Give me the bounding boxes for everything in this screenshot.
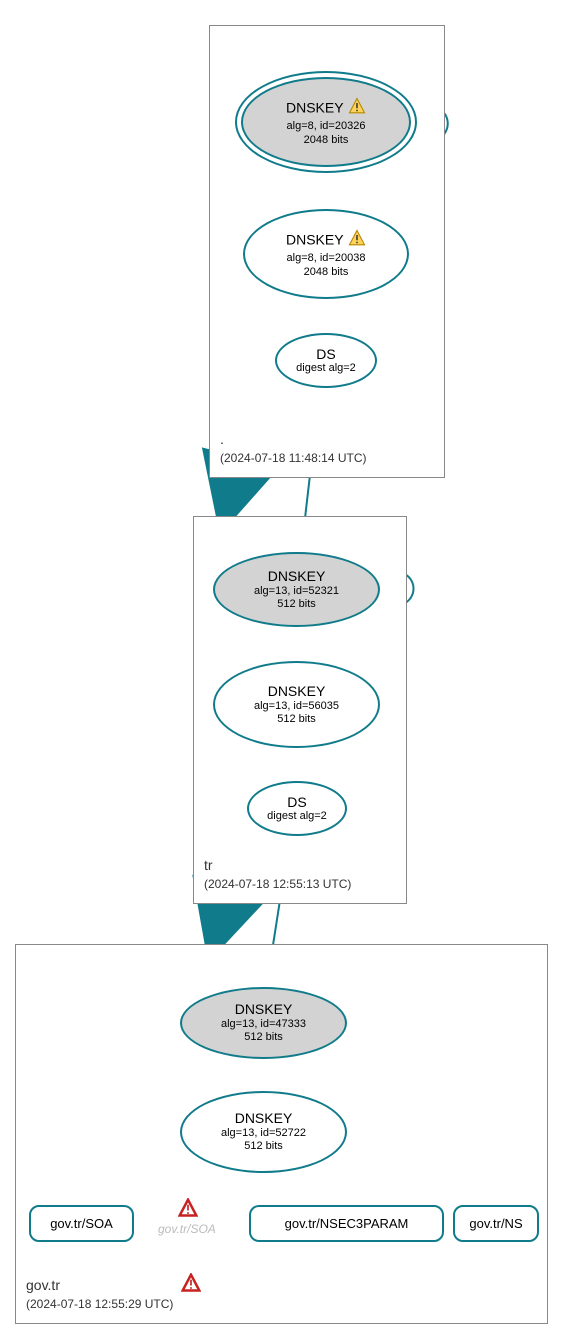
zone-root-timestamp: (2024-07-18 11:48:14 UTC) bbox=[220, 451, 367, 465]
node-tr-ds: DS digest alg=2 bbox=[247, 781, 347, 836]
node-root-ksk: DNSKEY alg=8, id=20326 2048 bits bbox=[241, 77, 411, 167]
node-govtr-ksk: DNSKEY alg=13, id=47333 512 bits bbox=[180, 987, 347, 1059]
zone-govtr-label: gov.tr bbox=[26, 1277, 60, 1293]
edge-tr-zone-to-govtr-zone bbox=[217, 905, 225, 932]
ghost-govtr-soa: gov.tr/SOA bbox=[158, 1222, 216, 1236]
node-govtr-ksk-title: DNSKEY bbox=[235, 1001, 293, 1018]
zone-tr-timestamp: (2024-07-18 12:55:13 UTC) bbox=[204, 877, 351, 891]
node-root-ds-sub: digest alg=2 bbox=[296, 362, 356, 375]
node-govtr-zsk-sub2: 512 bits bbox=[244, 1140, 283, 1153]
node-tr-ksk-title: DNSKEY bbox=[268, 568, 326, 585]
node-govtr-ksk-sub: alg=13, id=47333 bbox=[221, 1018, 306, 1031]
node-govtr-ns: gov.tr/NS bbox=[453, 1205, 539, 1242]
node-tr-ds-title: DS bbox=[287, 794, 306, 811]
node-govtr-zsk-title: DNSKEY bbox=[235, 1110, 293, 1127]
node-govtr-zsk: DNSKEY alg=13, id=52722 512 bits bbox=[180, 1091, 347, 1173]
edge-root-zone-to-tr-zone bbox=[228, 478, 235, 504]
node-tr-ksk: DNSKEY alg=13, id=52321 512 bits bbox=[213, 552, 380, 627]
node-root-ksk-sub: alg=8, id=20326 bbox=[287, 120, 366, 133]
node-tr-ksk-sub: alg=13, id=52321 bbox=[254, 585, 339, 598]
zone-tr-label: tr bbox=[204, 857, 213, 873]
warning-icon bbox=[178, 1198, 198, 1223]
zone-root-label: . bbox=[220, 431, 224, 447]
node-govtr-ksk-sub2: 512 bits bbox=[244, 1031, 283, 1044]
node-govtr-soa-label: gov.tr/SOA bbox=[50, 1216, 113, 1232]
node-root-zsk-title: DNSKEY bbox=[286, 232, 344, 248]
node-govtr-soa: gov.tr/SOA bbox=[29, 1205, 134, 1242]
zone-govtr-timestamp: (2024-07-18 12:55:29 UTC) bbox=[26, 1297, 173, 1311]
node-govtr-zsk-sub: alg=13, id=52722 bbox=[221, 1127, 306, 1140]
node-root-zsk: DNSKEY alg=8, id=20038 2048 bits bbox=[243, 209, 409, 299]
node-root-zsk-sub2: 2048 bits bbox=[304, 266, 349, 279]
node-root-ds-title: DS bbox=[316, 346, 335, 363]
node-govtr-ns-label: gov.tr/NS bbox=[469, 1216, 522, 1232]
node-root-zsk-sub: alg=8, id=20038 bbox=[287, 252, 366, 265]
node-root-ksk-sub2: 2048 bits bbox=[304, 134, 349, 147]
node-root-ds: DS digest alg=2 bbox=[275, 333, 377, 388]
node-tr-zsk-sub: alg=13, id=56035 bbox=[254, 700, 339, 713]
warning-icon bbox=[348, 97, 366, 120]
node-tr-ksk-sub2: 512 bits bbox=[277, 598, 316, 611]
node-root-ksk-title: DNSKEY bbox=[286, 100, 344, 116]
node-govtr-nsec-label: gov.tr/NSEC3PARAM bbox=[285, 1216, 409, 1232]
node-tr-zsk-sub2: 512 bits bbox=[277, 713, 316, 726]
warning-icon bbox=[348, 229, 366, 252]
node-tr-zsk-title: DNSKEY bbox=[268, 683, 326, 700]
node-tr-zsk: DNSKEY alg=13, id=56035 512 bits bbox=[213, 661, 380, 748]
node-tr-ds-sub: digest alg=2 bbox=[267, 810, 327, 823]
node-govtr-nsec: gov.tr/NSEC3PARAM bbox=[249, 1205, 444, 1242]
warning-icon bbox=[181, 1273, 201, 1298]
